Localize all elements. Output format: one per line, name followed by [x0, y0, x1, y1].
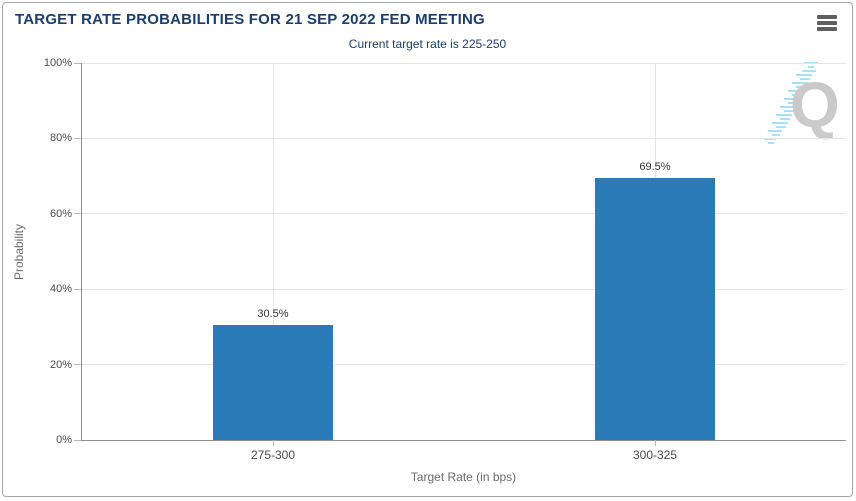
x-tick-mark — [272, 440, 274, 446]
y-tick-label: 0% — [56, 434, 72, 446]
y-tick-mark — [74, 439, 81, 441]
x-tick-label: 300-325 — [632, 448, 678, 462]
y-tick-label: 20% — [49, 358, 72, 371]
y-axis-title: Probability — [12, 223, 26, 281]
x-gridline — [272, 63, 274, 440]
y-gridline — [82, 213, 846, 215]
y-tick-mark — [74, 364, 81, 366]
hamburger-menu-icon — [817, 15, 839, 31]
chart-title: TARGET RATE PROBABILITIES FOR 21 SEP 202… — [15, 11, 485, 28]
y-gridline — [82, 62, 846, 64]
x-tick-mark — [654, 440, 656, 446]
y-gridline — [82, 137, 846, 139]
bar-300-325[interactable] — [595, 178, 715, 440]
y-tick-label: 40% — [49, 283, 72, 296]
bar-275-300[interactable] — [213, 325, 333, 440]
y-tick-mark — [74, 213, 81, 215]
x-tick-label: 275-300 — [250, 448, 296, 462]
y-tick-mark — [74, 288, 81, 290]
y-gridline — [82, 364, 846, 366]
plot-area: 0% 20% 40% 60% 80% 100% 30.5% 275-300 69.5% 300-3… — [44, 57, 846, 462]
bar-value-label: 30.5% — [257, 308, 289, 321]
y-gridline — [82, 288, 846, 290]
y-tick-mark — [74, 137, 81, 139]
chart-subtitle: Current target rate is 225-250 — [348, 37, 507, 51]
x-axis-title: Target Rate (in bps) — [410, 470, 517, 484]
chart-menu-button[interactable] — [817, 15, 839, 33]
y-tick-label: 80% — [49, 132, 72, 145]
y-tick-label: 100% — [43, 57, 72, 69]
y-tick-label: 60% — [49, 207, 72, 220]
y-tick-mark — [74, 62, 81, 64]
bar-value-label: 69.5% — [639, 161, 671, 173]
